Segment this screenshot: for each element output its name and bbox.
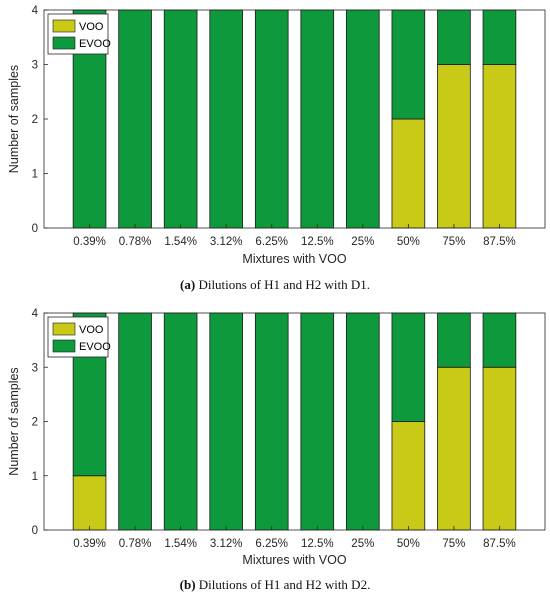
x-axis-label: Mixtures with VOO xyxy=(242,252,346,266)
bar-evoo-1 xyxy=(118,9,152,229)
legend: VOO EVOO xyxy=(47,316,111,358)
x-tick-label: 12.5% xyxy=(301,538,334,550)
x-tick-label: 75% xyxy=(442,236,465,248)
x-tick-label: 25% xyxy=(351,236,374,248)
bar-evoo-1 xyxy=(118,312,152,531)
bar-evoo-2 xyxy=(163,9,198,229)
x-tick-label: 1.54% xyxy=(164,236,197,248)
bar-evoo-3 xyxy=(209,9,243,229)
bar-evoo-7 xyxy=(391,9,426,120)
x-axis-label: Mixtures with VOO xyxy=(242,553,346,567)
bar-voo-9 xyxy=(482,64,517,229)
caption-tag: (b) xyxy=(180,577,196,592)
bar-evoo-6 xyxy=(346,312,380,531)
legend-swatch-voo xyxy=(52,322,76,336)
y-axis-label: Number of samples xyxy=(7,65,21,173)
bar-voo-9 xyxy=(482,366,517,531)
x-tick-label: 87.5% xyxy=(483,538,516,550)
bar-evoo-9 xyxy=(482,9,517,65)
legend-label-evoo: EVOO xyxy=(79,38,111,50)
bar-evoo-2 xyxy=(163,312,198,531)
y-tick-label: 4 xyxy=(32,5,39,17)
bar-voo-7 xyxy=(391,421,426,531)
x-tick-label: 25% xyxy=(351,538,374,550)
bar-evoo-4 xyxy=(254,9,289,229)
legend-label-evoo: EVOO xyxy=(79,341,111,353)
bar-voo-8 xyxy=(437,366,471,531)
bar-evoo-3 xyxy=(209,312,243,531)
legend-swatch-evoo xyxy=(52,36,76,50)
x-tick-label: 75% xyxy=(442,538,465,550)
bar-evoo-9 xyxy=(482,312,517,368)
y-tick-label: 3 xyxy=(32,60,38,72)
x-tick-label: 3.12% xyxy=(210,538,243,550)
caption-tag: (a) xyxy=(180,277,195,292)
bar-evoo-8 xyxy=(437,9,471,65)
legend: VOO EVOO xyxy=(47,13,111,55)
x-tick-label: 50% xyxy=(397,236,420,248)
x-tick-label: 12.5% xyxy=(301,236,334,248)
x-tick-label: 0.78% xyxy=(119,538,152,550)
x-tick-label: 0.39% xyxy=(73,236,106,248)
y-tick-label: 0 xyxy=(32,525,38,537)
y-tick-label: 1 xyxy=(32,169,38,181)
bar-voo-0 xyxy=(72,475,107,531)
bar-voo-8 xyxy=(437,64,471,229)
x-tick-label: 6.25% xyxy=(255,236,288,248)
x-tick-label: 50% xyxy=(397,538,420,550)
x-tick-label: 6.25% xyxy=(255,538,288,550)
bar-evoo-5 xyxy=(300,9,335,229)
y-tick-label: 2 xyxy=(32,417,38,429)
caption-text: Dilutions of H1 and H2 with D2. xyxy=(196,577,371,592)
x-tick-label: 87.5% xyxy=(483,236,516,248)
x-tick-label: 3.12% xyxy=(210,236,243,248)
y-tick-label: 2 xyxy=(32,114,38,126)
bar-voo-7 xyxy=(391,118,426,229)
chart-panel-a: 0.39% 0.78% 1.54% 3.12% 6.25% 12.5% 25% 50% 75% 8… xyxy=(7,5,546,292)
y-tick-label: 4 xyxy=(32,308,39,320)
legend-label-voo: VOO xyxy=(79,21,104,33)
y-tick-label: 3 xyxy=(32,362,38,374)
legend-swatch-voo xyxy=(52,19,76,33)
bar-evoo-7 xyxy=(391,312,426,422)
y-axis-label: Number of samples xyxy=(7,367,21,475)
x-tick-label: 0.78% xyxy=(119,236,152,248)
caption-text: Dilutions of H1 and H2 with D1. xyxy=(195,277,370,292)
figure-caption: (a) Dilutions of H1 and H2 with D1. xyxy=(180,277,370,292)
bar-evoo-8 xyxy=(437,312,471,368)
x-tick-label: 0.39% xyxy=(73,538,106,550)
bar-evoo-5 xyxy=(300,312,335,531)
y-tick-label: 1 xyxy=(32,471,38,483)
legend-label-voo: VOO xyxy=(79,324,104,336)
x-tick-label: 1.54% xyxy=(164,538,197,550)
chart-panel-b: 0.39% 0.78% 1.54% 3.12% 6.25% 12.5% 25% 50% 75% 8… xyxy=(7,308,546,592)
figure-caption: (b) Dilutions of H1 and H2 with D2. xyxy=(180,577,371,592)
bar-evoo-4 xyxy=(254,312,289,531)
bar-evoo-6 xyxy=(346,9,380,229)
legend-swatch-evoo xyxy=(52,339,76,353)
y-tick-label: 0 xyxy=(32,223,38,235)
